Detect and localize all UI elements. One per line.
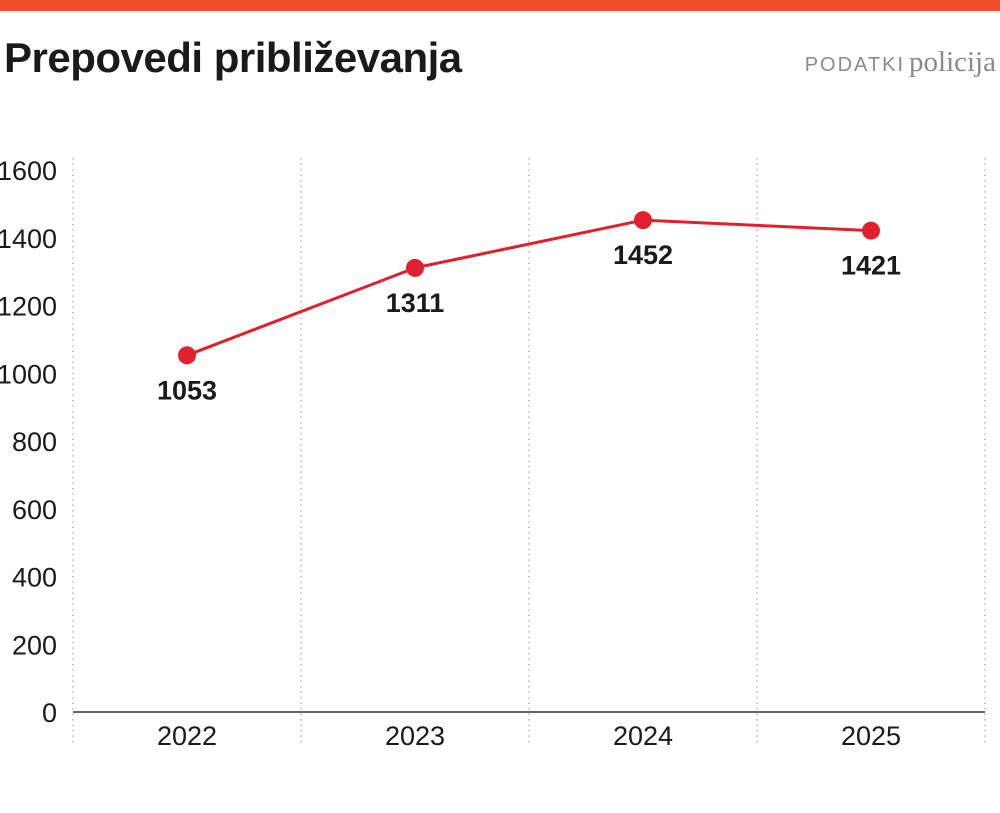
chart-title: Prepovedi približevanja [4, 34, 462, 81]
y-tick-label: 600 [12, 495, 57, 525]
series [178, 211, 880, 365]
gridlines [72, 158, 986, 745]
data-point [634, 211, 652, 230]
x-axis-ticks: 2022 2023 2024 2025 [157, 721, 901, 751]
data-label: 1452 [613, 240, 673, 270]
y-tick-label: 1200 [0, 292, 57, 322]
y-tick-label: 400 [12, 563, 57, 593]
x-tick-label: 2022 [157, 721, 217, 751]
x-tick-label: 2024 [613, 721, 673, 751]
source-credit: PODATKI policija [805, 46, 996, 83]
y-tick-label: 200 [12, 630, 57, 660]
y-tick-label: 800 [12, 427, 57, 457]
x-tick-label: 2023 [385, 721, 445, 751]
accent-bar [0, 0, 1000, 11]
data-label: 1421 [841, 251, 901, 281]
y-tick-label: 1600 [0, 156, 57, 186]
source-label: PODATKI [804, 54, 906, 76]
data-label: 1053 [157, 375, 217, 405]
source-value: policija [909, 46, 996, 78]
data-point [862, 221, 880, 240]
y-axis-ticks: 0 200 400 600 800 1000 1200 1400 1600 [0, 156, 57, 728]
data-point [178, 346, 196, 365]
data-labels: 1053 1311 1452 1421 [157, 240, 901, 405]
y-tick-label: 0 [42, 698, 57, 728]
y-tick-label: 1000 [0, 359, 57, 389]
series-line [185, 218, 873, 357]
data-label: 1311 [386, 288, 445, 318]
x-tick-label: 2025 [841, 721, 901, 751]
y-tick-label: 1400 [0, 224, 57, 254]
data-point [406, 258, 424, 277]
